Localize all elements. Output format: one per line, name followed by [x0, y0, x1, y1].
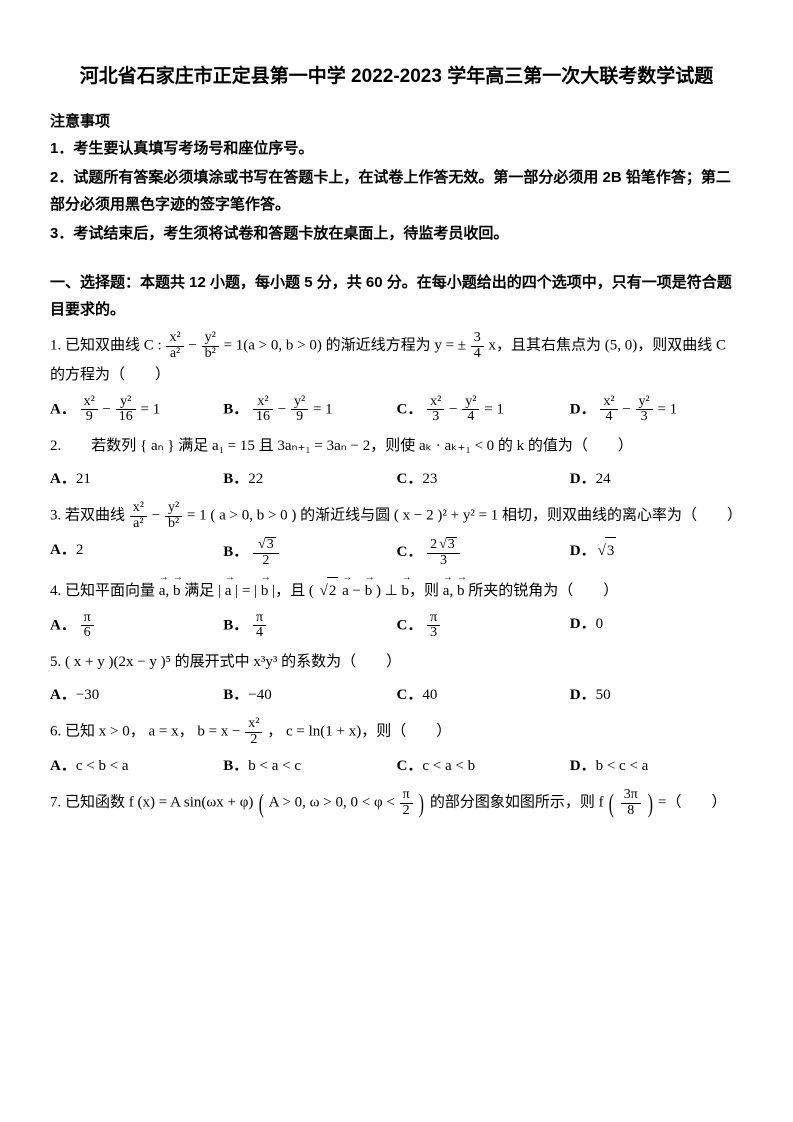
q6-opt-c: C．c < a < b	[397, 753, 570, 780]
q4-opt-c: C． π3	[397, 611, 570, 641]
q2-opt-d: D．24	[570, 466, 743, 493]
q7-cond: A > 0, ω > 0, 0 < φ <	[269, 795, 399, 811]
q6-stem-pre: 6. 已知 x > 0， a = x， b = x −	[50, 724, 244, 740]
section-1-heading: 一、选择题：本题共 12 小题，每小题 5 分，共 60 分。在每小题给出的四个…	[50, 269, 743, 323]
q5-opt-d: D．50	[570, 682, 743, 709]
notice-heading: 注意事项	[50, 108, 743, 135]
q3-stem-mid: = 1 ( a > 0, b > 0 ) 的渐近线与圆 ( x − 2 )² +…	[187, 508, 742, 524]
notice-1: 1．考生要认真填写考场号和座位序号。	[50, 135, 743, 162]
q5-opt-c: C．40	[397, 682, 570, 709]
q5-opt-b: B．−40	[223, 682, 396, 709]
q1-frac2: y²b²	[202, 331, 219, 361]
notice-3: 3．考试结束后，考生须将试卷和答题卡放在桌面上，待监考员收回。	[50, 220, 743, 247]
q6-opt-b: B．b < a < c	[223, 753, 396, 780]
q3-opt-d: D．3	[570, 537, 743, 568]
q1-opt-d: D． x²4 − y²3 = 1	[570, 395, 743, 425]
q5-opt-a: A．−30	[50, 682, 223, 709]
q4-opt-a: A． π6	[50, 611, 223, 641]
q3-opt-b: B． 32	[223, 537, 396, 568]
q2-options: A．21 B．22 C．23 D．24	[50, 466, 743, 493]
q2-opt-a: A．21	[50, 466, 223, 493]
q5-options: A．−30 B．−40 C．40 D．50	[50, 682, 743, 709]
page-title: 河北省石家庄市正定县第一中学 2022-2023 学年高三第一次大联考数学试题	[50, 60, 743, 94]
q4-opt-b: B． π4	[223, 611, 396, 641]
question-3: 3. 若双曲线 x²a² − y²b² = 1 ( a > 0, b > 0 )…	[50, 501, 743, 531]
q4-options: A． π6 B． π4 C． π3 D．0	[50, 611, 743, 641]
question-2: 2. 若数列 { aₙ } 满足 a₁ = 15 且 3aₙ₊₁ = 3aₙ −…	[50, 433, 743, 460]
q1-options: A． x²9 − y²16 = 1 B． x²16 − y²9 = 1 C． x…	[50, 395, 743, 425]
q7-stem-mid: 的部分图象如图所示，则 f	[430, 795, 608, 811]
q3-opt-c: C． 233	[397, 537, 570, 568]
q3-options: A．2 B． 32 C． 233 D．3	[50, 537, 743, 568]
q1-stem-pre: 1. 已知双曲线 C :	[50, 338, 165, 354]
q1-frac1: x²a²	[166, 331, 183, 361]
question-1: 1. 已知双曲线 C : x²a² − y²b² = 1(a > 0, b > …	[50, 331, 743, 388]
q6-stem-post: ， c = ln(1 + x)，则（ ）	[267, 724, 451, 740]
q6-options: A．c < b < a B．b < a < c C．c < a < b D．b …	[50, 753, 743, 780]
q2-opt-b: B．22	[223, 466, 396, 493]
q6-opt-d: D．b < c < a	[570, 753, 743, 780]
q7-stem-pre: 7. 已知函数 f (x) = A sin(ωx + φ)	[50, 795, 257, 811]
q4-opt-d: D．0	[570, 611, 743, 641]
q3-opt-a: A．2	[50, 537, 223, 568]
q1-opt-b: B． x²16 − y²9 = 1	[223, 395, 396, 425]
q6-opt-a: A．c < b < a	[50, 753, 223, 780]
question-7: 7. 已知函数 f (x) = A sin(ωx + φ) ( A > 0, ω…	[50, 788, 743, 818]
notice-2: 2．试题所有答案必须填涂或书写在答题卡上，在试卷上作答无效。第一部分必须用 2B…	[50, 164, 743, 218]
question-6: 6. 已知 x > 0， a = x， b = x − x²2 ， c = ln…	[50, 717, 743, 747]
question-4: 4. 已知平面向量 a, b 满足 | a | = | b |，且 ( 2 a …	[50, 577, 743, 605]
question-5: 5. ( x + y )(2x − y )⁵ 的展开式中 x³y³ 的系数为（ …	[50, 649, 743, 676]
q1-opt-c: C． x²3 − y²4 = 1	[397, 395, 570, 425]
q1-slope: 34	[471, 331, 484, 361]
q1-opt-a: A． x²9 − y²16 = 1	[50, 395, 223, 425]
exam-page: 河北省石家庄市正定县第一中学 2022-2023 学年高三第一次大联考数学试题 …	[0, 0, 793, 859]
q2-opt-c: C．23	[397, 466, 570, 493]
q7-stem-post: =（ ）	[658, 795, 726, 811]
q3-stem-pre: 3. 若双曲线	[50, 508, 129, 524]
q1-stem-mid1: = 1(a > 0, b > 0) 的渐近线方程为 y = ±	[224, 338, 470, 354]
